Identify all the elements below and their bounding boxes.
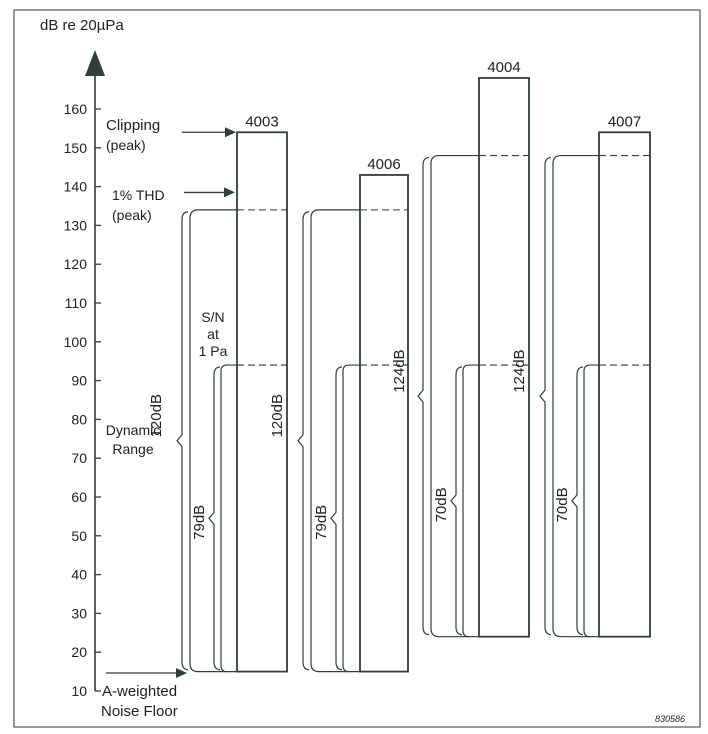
sn-brace-4007 [571, 366, 584, 636]
y-tick-label: 70 [71, 450, 87, 466]
y-tick-label: 130 [64, 217, 88, 233]
y-tick-label: 90 [71, 373, 87, 389]
sn-label-4004: 70dB [433, 487, 450, 522]
annotation-dynamic-range: Dynamic [106, 422, 160, 438]
dynamic-range-brace-4003 [176, 211, 189, 671]
annotation-dynamic-range: Range [112, 441, 153, 457]
dynamic-range-label-4004: 124dB [391, 349, 408, 392]
sn-outline-4003 [220, 364, 237, 673]
dynamic-range-outline-4004 [430, 154, 479, 638]
annotation-noise-floor: Noise Floor [101, 703, 178, 720]
y-tick-label: 150 [64, 140, 88, 156]
dynamic-range-brace-4006 [297, 211, 310, 671]
sn-label-4003: 79dB [191, 505, 208, 540]
sn-outline-4007 [583, 364, 599, 638]
annotation-sn: S/N [201, 309, 224, 325]
sn-brace-4004 [450, 366, 463, 636]
y-tick-label: 60 [71, 489, 87, 505]
bar-label-4007: 4007 [608, 113, 641, 130]
noise-floor-arrow-head [176, 668, 187, 678]
clipping-bar-4003 [236, 131, 288, 673]
y-tick-label: 40 [71, 567, 87, 583]
bar-label-4006: 4006 [367, 156, 400, 173]
y-axis-label: dB re 20µPa [40, 17, 124, 34]
annotation-clipping: (peak) [106, 137, 146, 153]
annotation-noise-floor: A-weighted [102, 683, 177, 700]
dynamic-range-label-4007: 124dB [511, 349, 528, 392]
bar-label-4004: 4004 [487, 59, 520, 76]
bar-label-4003: 4003 [245, 113, 278, 130]
y-tick-label: 110 [65, 295, 88, 311]
y-tick-label: 50 [71, 528, 87, 544]
y-axis-arrow [85, 50, 105, 76]
sn-label-4007: 70dB [554, 487, 571, 522]
dynamic-range-label-4003: 120dB [148, 394, 165, 437]
dynamic-range-outline-4006 [310, 209, 360, 673]
y-tick-label: 80 [71, 411, 87, 427]
sn-brace-4003 [208, 366, 221, 671]
y-tick-label: 20 [71, 644, 87, 660]
figure-frame [13, 9, 701, 728]
y-tick-label: 100 [64, 334, 88, 350]
dynamic-range-label-4006: 120dB [269, 394, 286, 437]
dynamic-range-brace-4004 [417, 156, 430, 636]
clipping-bar-4004 [478, 77, 530, 638]
dynamic-range-outline-4007 [552, 154, 599, 638]
clipping-bar-4006 [359, 174, 409, 673]
annotation-thd: (peak) [112, 207, 152, 223]
y-tick-label: 120 [64, 256, 88, 272]
sn-label-4006: 79dB [313, 505, 330, 540]
thd-arrow-head [224, 187, 235, 198]
clipping-bar-4007 [598, 131, 651, 638]
dynamic-range-outline-4003 [189, 209, 237, 673]
annotation-sn: at [207, 326, 219, 342]
sn-outline-4004 [462, 364, 479, 638]
y-tick-label: 140 [64, 179, 88, 195]
annotation-clipping: Clipping [106, 117, 160, 134]
annotation-thd: 1% THD [112, 187, 165, 203]
annotation-sn: 1 Pa [199, 343, 228, 359]
sn-outline-4006 [342, 364, 360, 673]
y-tick-label: 10 [71, 683, 87, 699]
figure-id: 830586 [655, 714, 685, 724]
y-tick-label: 30 [71, 605, 87, 621]
sn-brace-4006 [330, 366, 343, 671]
dynamic-range-brace-4007 [539, 156, 552, 636]
y-tick-label: 160 [64, 101, 88, 117]
clipping-arrow-head [225, 127, 236, 138]
